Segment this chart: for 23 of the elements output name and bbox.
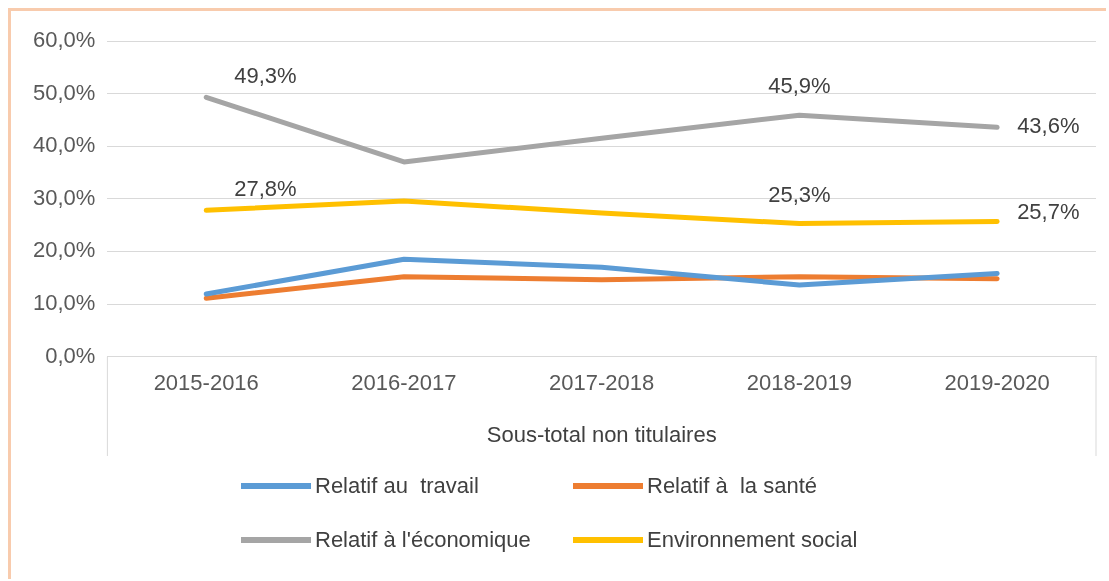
x-tick-label: 2016-2017 (351, 369, 457, 395)
data-label: 49,3% (234, 63, 297, 89)
legend-label: Relatif au travail (315, 473, 479, 499)
data-label: 25,7% (1017, 199, 1080, 225)
x-tick-label: 2017-2018 (549, 369, 655, 395)
data-label: 25,3% (768, 181, 831, 207)
y-tick-label: 50,0% (32, 79, 96, 105)
y-tick-label: 60,0% (32, 27, 96, 53)
x-tick-label: 2019-2020 (944, 369, 1050, 395)
x-tick-label: 2018-2019 (746, 369, 853, 395)
legend-label: Relatif à la santé (647, 473, 817, 499)
y-tick-label: 20,0% (32, 237, 96, 263)
y-tick-label: 40,0% (32, 132, 96, 158)
legend-label: Relatif à l'économique (315, 527, 531, 553)
x-axis-title: Sous-total non titulaires (486, 422, 717, 448)
x-tick-label: 2015-2016 (153, 369, 259, 395)
data-label: 45,9% (768, 73, 831, 99)
y-tick-label: 30,0% (32, 184, 96, 210)
y-tick-label: 0,0% (45, 342, 96, 368)
legend-label: Environnement social (647, 527, 858, 553)
data-label: 43,6% (1017, 113, 1080, 139)
data-label: 27,8% (234, 176, 297, 202)
y-tick-label: 10,0% (32, 290, 96, 316)
